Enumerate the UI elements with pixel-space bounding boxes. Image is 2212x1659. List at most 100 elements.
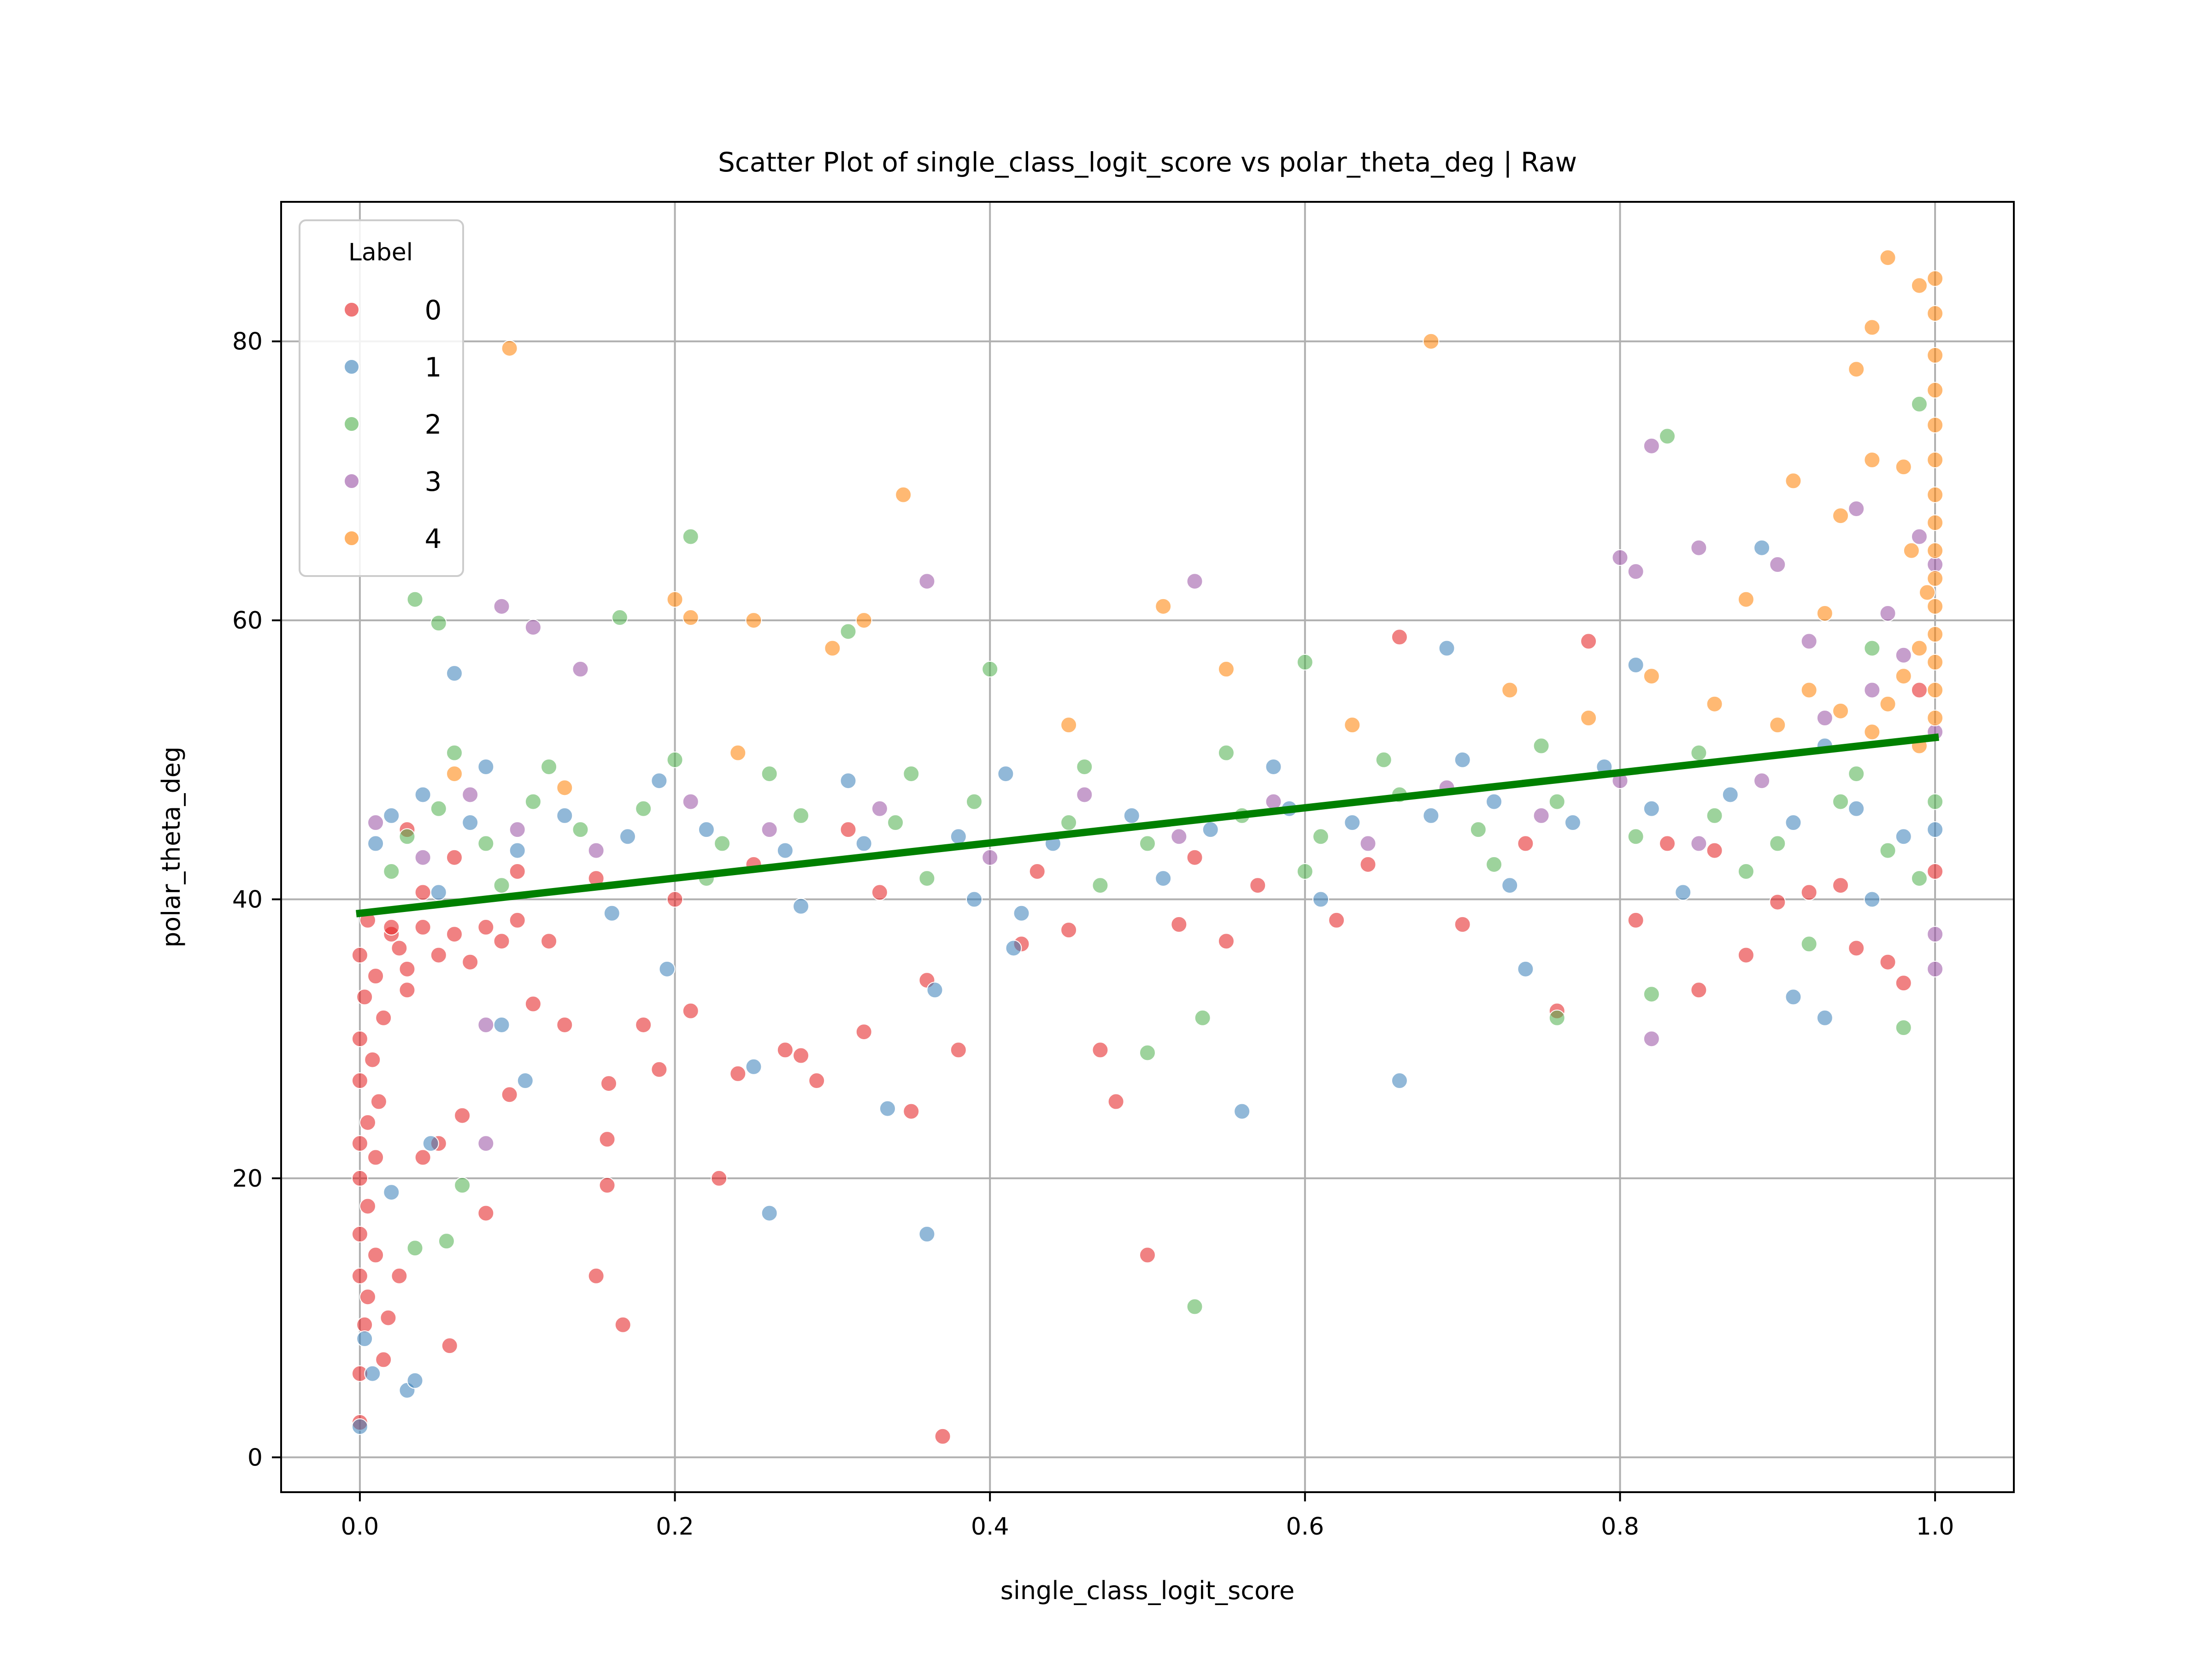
data-point	[879, 1100, 896, 1117]
data-point	[918, 1226, 935, 1242]
data-point	[1864, 319, 1881, 336]
data-point	[1186, 849, 1203, 866]
data-point	[414, 786, 431, 803]
data-point	[1864, 682, 1881, 699]
data-point	[1218, 661, 1235, 678]
data-point	[1627, 563, 1644, 580]
data-point	[446, 744, 463, 761]
legend-entry-label: 4	[425, 523, 442, 554]
data-point	[1800, 633, 1818, 650]
data-point	[651, 1061, 668, 1078]
data-point	[383, 919, 400, 936]
data-point	[1895, 828, 1912, 845]
legend-entry-label: 1	[425, 352, 442, 383]
data-point	[1722, 786, 1739, 803]
data-point	[359, 1288, 376, 1306]
data-point	[682, 1002, 699, 1019]
data-point	[1927, 542, 1944, 559]
data-point	[351, 947, 368, 964]
data-point	[1202, 821, 1219, 838]
legend-title: Label	[348, 239, 413, 266]
data-point	[446, 849, 463, 866]
data-point	[1919, 584, 1936, 601]
x-tick-label: 1.0	[1916, 1513, 1954, 1541]
data-point	[1627, 912, 1644, 929]
data-point	[1848, 361, 1865, 378]
data-point	[1643, 986, 1660, 1003]
data-point	[509, 912, 526, 929]
data-point	[1927, 270, 1944, 287]
data-point	[1911, 528, 1928, 545]
data-point	[359, 1114, 376, 1131]
legend-entry-label: 0	[425, 294, 442, 326]
data-point	[1265, 758, 1282, 775]
data-point	[1454, 751, 1471, 768]
data-point	[1643, 437, 1660, 454]
data-point	[572, 821, 589, 838]
data-point	[406, 591, 424, 608]
data-point	[1864, 640, 1881, 657]
data-point	[1076, 786, 1093, 803]
data-point	[414, 1149, 431, 1166]
data-point	[840, 623, 857, 640]
data-point	[493, 1016, 510, 1033]
data-point	[1092, 1041, 1109, 1059]
data-point	[603, 905, 620, 922]
data-point	[1060, 814, 1077, 831]
data-point	[611, 609, 628, 626]
data-point	[430, 947, 447, 964]
data-point	[351, 1030, 368, 1047]
data-point	[1470, 821, 1487, 838]
data-point	[1375, 751, 1392, 768]
y-tick-label: 0	[247, 1444, 263, 1471]
data-point	[414, 919, 431, 936]
data-point	[1155, 598, 1172, 615]
data-point	[666, 591, 683, 608]
data-point	[1832, 877, 1849, 894]
data-point	[1911, 640, 1928, 657]
y-axis-ticks: 0 20 40 60 80	[232, 328, 281, 1471]
data-point	[1438, 640, 1455, 657]
data-point	[1218, 933, 1235, 950]
data-point	[477, 1135, 494, 1152]
legend-entry-label: 3	[425, 466, 442, 497]
data-point	[1580, 710, 1597, 726]
data-point	[1123, 807, 1140, 824]
data-point	[477, 1205, 494, 1222]
data-point	[1895, 1019, 1912, 1036]
data-point	[1627, 656, 1644, 673]
data-point	[1194, 1009, 1211, 1026]
data-point	[364, 1365, 381, 1382]
data-point	[1029, 863, 1046, 880]
legend-box	[299, 219, 464, 577]
data-point	[1296, 653, 1313, 671]
data-point	[1155, 870, 1172, 887]
data-point	[364, 1051, 381, 1068]
data-point	[1927, 452, 1944, 468]
data-point	[359, 1198, 376, 1215]
data-point	[430, 615, 447, 632]
data-point	[1423, 333, 1440, 350]
data-point	[1013, 905, 1030, 922]
data-point	[1659, 428, 1676, 445]
x-axis-label: single_class_logit_score	[1000, 1576, 1295, 1605]
data-point	[391, 940, 408, 957]
data-point	[745, 612, 762, 629]
data-point	[1344, 717, 1361, 734]
data-point	[1005, 940, 1022, 957]
data-point	[855, 1024, 872, 1041]
data-point	[1927, 682, 1944, 699]
y-axis-label: polar_theta_deg	[157, 747, 186, 947]
trend-line	[356, 733, 1939, 918]
data-point	[1076, 758, 1093, 775]
data-point	[430, 884, 447, 901]
data-point	[840, 772, 857, 789]
data-point	[356, 988, 373, 1006]
data-point	[1139, 1247, 1156, 1264]
data-point	[1092, 877, 1109, 894]
data-point	[1911, 277, 1928, 294]
data-point	[1737, 863, 1754, 880]
data-point	[524, 793, 541, 810]
data-point	[509, 842, 526, 859]
data-point	[1879, 249, 1896, 266]
